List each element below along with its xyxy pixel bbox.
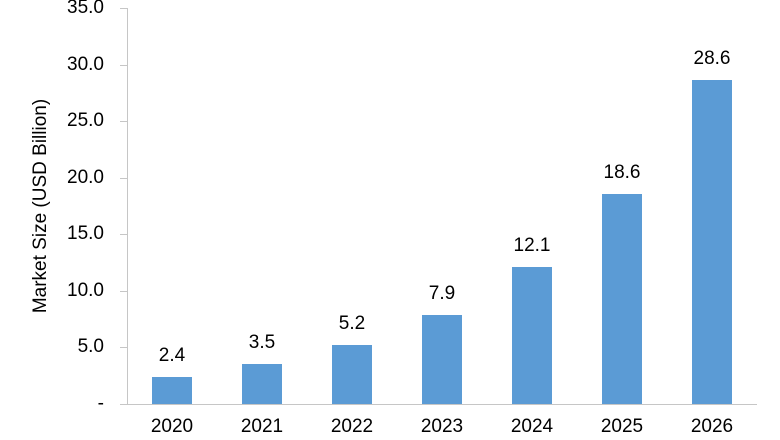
x-axis-line xyxy=(127,404,757,405)
y-tick-label: 35.0 xyxy=(67,0,104,18)
x-tick-label: 2023 xyxy=(420,416,464,437)
bar-value-label: 5.2 xyxy=(338,313,366,334)
bar-2022 xyxy=(332,345,372,404)
y-axis-line xyxy=(127,8,128,405)
bar-2023 xyxy=(422,315,462,404)
y-tick-label: 10.0 xyxy=(67,280,104,301)
bar-2021 xyxy=(242,364,282,404)
y-tick-mark xyxy=(120,65,127,66)
bar-value-label: 12.1 xyxy=(513,235,551,256)
x-tick-label: 2020 xyxy=(150,416,194,437)
bar-2025 xyxy=(602,194,642,404)
bar-2024 xyxy=(512,267,552,404)
x-tick-label: 2021 xyxy=(240,416,284,437)
y-tick-mark xyxy=(120,121,127,122)
bar-value-label: 3.5 xyxy=(248,332,276,353)
y-tick-mark xyxy=(120,347,127,348)
y-tick-label: 5.0 xyxy=(77,336,104,357)
y-tick-mark xyxy=(120,291,127,292)
y-tick-label: 15.0 xyxy=(67,223,104,244)
bar-value-label: 18.6 xyxy=(603,162,641,183)
y-tick-label: 20.0 xyxy=(67,167,104,188)
x-tick-label: 2026 xyxy=(690,416,734,437)
y-tick-mark xyxy=(120,178,127,179)
bar-2026 xyxy=(692,80,732,404)
y-tick-label: 30.0 xyxy=(67,54,104,75)
bar-value-label: 7.9 xyxy=(428,283,456,304)
bar-2020 xyxy=(152,377,192,404)
y-tick-mark xyxy=(120,8,127,9)
y-tick-label: - xyxy=(97,393,104,414)
y-tick-mark xyxy=(120,234,127,235)
x-tick-label: 2022 xyxy=(330,416,374,437)
y-tick-mark xyxy=(120,404,127,405)
x-tick-label: 2025 xyxy=(600,416,644,437)
bar-value-label: 2.4 xyxy=(158,345,186,366)
y-tick-label: 25.0 xyxy=(67,110,104,131)
x-tick-label: 2024 xyxy=(510,416,554,437)
bar-value-label: 28.6 xyxy=(693,48,731,69)
